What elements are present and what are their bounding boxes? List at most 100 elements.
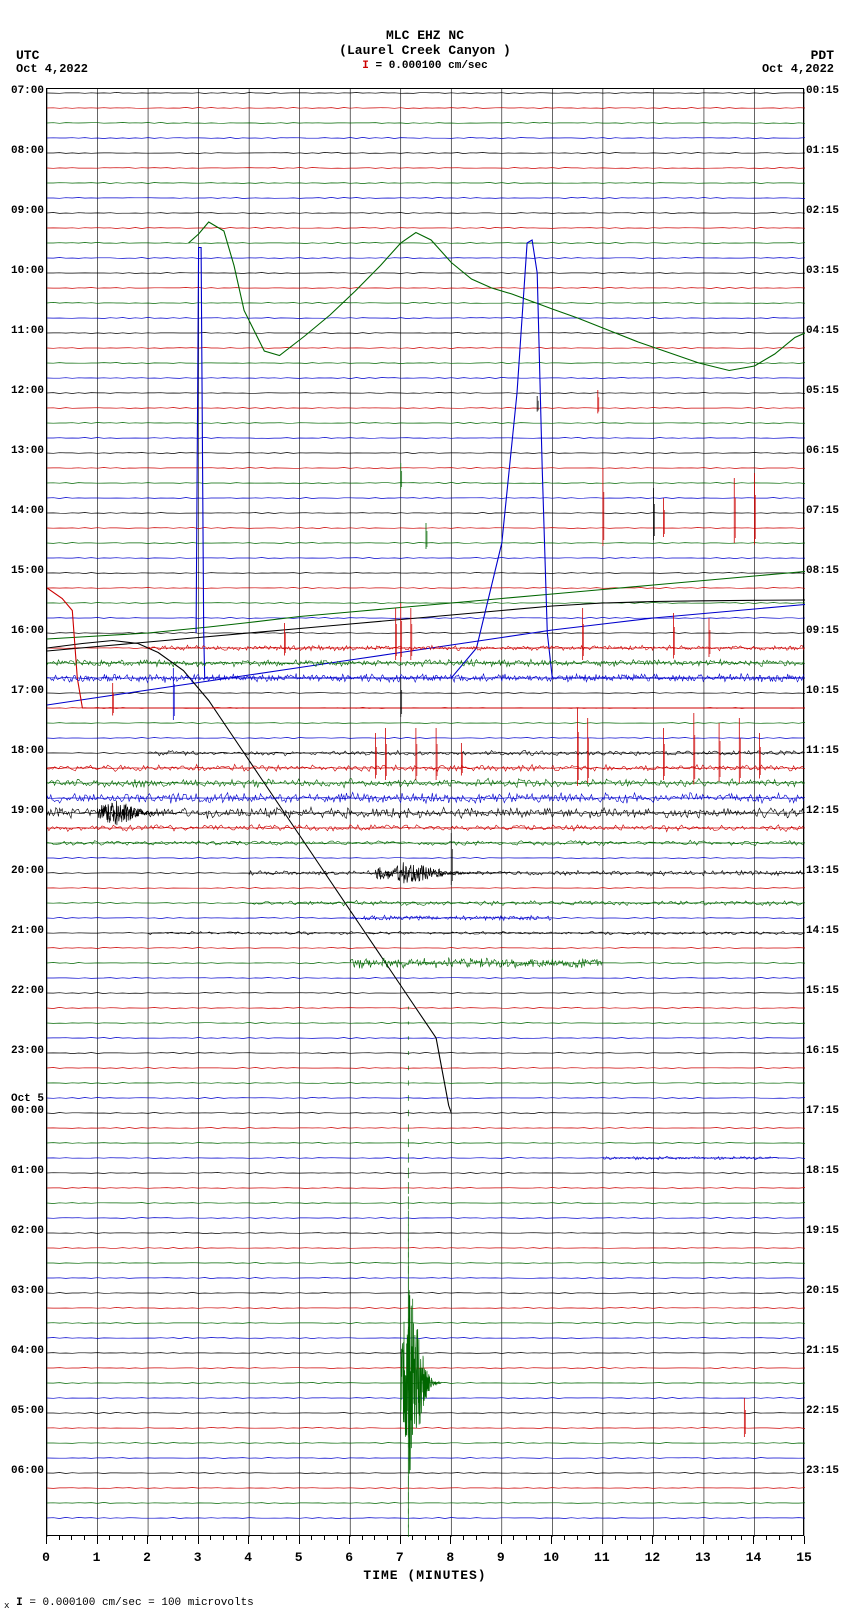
ytick-left: Oct 5: [0, 1093, 44, 1105]
xtick-minor-mark: [286, 1536, 287, 1540]
ytick-left: 15:00: [0, 565, 44, 577]
xtick-minor-mark: [615, 1536, 616, 1540]
xtick-minor-mark: [741, 1536, 742, 1540]
xtick: 10: [544, 1550, 560, 1565]
ytick-left: 14:00: [0, 505, 44, 517]
footnote: x I = 0.000100 cm/sec = 100 microvolts: [4, 1597, 254, 1611]
xtick-minor-mark: [690, 1536, 691, 1540]
xtick-minor-mark: [577, 1536, 578, 1540]
xtick-major-mark: [602, 1536, 603, 1544]
xtick: 11: [594, 1550, 610, 1565]
xtick: 7: [396, 1550, 404, 1565]
xtick: 14: [746, 1550, 762, 1565]
xtick-minor-mark: [387, 1536, 388, 1540]
ytick-left: 03:00: [0, 1285, 44, 1297]
ytick-left: 08:00: [0, 145, 44, 157]
ytick-right: 01:15: [806, 145, 850, 157]
xtick-minor-mark: [210, 1536, 211, 1540]
ytick-right: 03:15: [806, 265, 850, 277]
xtick-minor-mark: [665, 1536, 666, 1540]
xtick-minor-mark: [362, 1536, 363, 1540]
xtick-major-mark: [551, 1536, 552, 1544]
xtick: 3: [194, 1550, 202, 1565]
ytick-left: 04:00: [0, 1345, 44, 1357]
date-left: Oct 4,2022: [16, 62, 88, 76]
xtick-minor-mark: [412, 1536, 413, 1540]
xtick-minor-mark: [627, 1536, 628, 1540]
xtick-minor-mark: [463, 1536, 464, 1540]
ytick-right: 16:15: [806, 1045, 850, 1057]
xtick-minor-mark: [311, 1536, 312, 1540]
xtick-major-mark: [501, 1536, 502, 1544]
xtick-minor-mark: [324, 1536, 325, 1540]
ytick-right: 09:15: [806, 625, 850, 637]
xtick-minor-mark: [539, 1536, 540, 1540]
ytick-left: 21:00: [0, 925, 44, 937]
seismogram-container: MLC EHZ NC (Laurel Creek Canyon ) I = 0.…: [0, 0, 850, 1613]
xtick-major-mark: [652, 1536, 653, 1544]
ytick-left: 18:00: [0, 745, 44, 757]
xtick-minor-mark: [223, 1536, 224, 1540]
xtick-minor-mark: [526, 1536, 527, 1540]
xtick: 1: [93, 1550, 101, 1565]
ytick-right: 12:15: [806, 805, 850, 817]
ytick-right: 07:15: [806, 505, 850, 517]
xtick: 8: [446, 1550, 454, 1565]
xtick-minor-mark: [766, 1536, 767, 1540]
xtick-minor-mark: [791, 1536, 792, 1540]
tz-right-label: PDT: [811, 48, 834, 63]
xtick: 4: [244, 1550, 252, 1565]
ytick-left: 11:00: [0, 325, 44, 337]
xtick-minor-mark: [261, 1536, 262, 1540]
ytick-right: 05:15: [806, 385, 850, 397]
ytick-right: 23:15: [806, 1465, 850, 1477]
xtick-minor-mark: [779, 1536, 780, 1540]
ytick-left: 06:00: [0, 1465, 44, 1477]
xtick-minor-mark: [716, 1536, 717, 1540]
xtick-minor-mark: [728, 1536, 729, 1540]
ytick-right: 20:15: [806, 1285, 850, 1297]
tz-left-label: UTC: [16, 48, 39, 63]
ytick-left: 05:00: [0, 1405, 44, 1417]
xtick-minor-mark: [640, 1536, 641, 1540]
xaxis-label: TIME (MINUTES): [0, 1568, 850, 1583]
ytick-left: 01:00: [0, 1165, 44, 1177]
ytick-right: 13:15: [806, 865, 850, 877]
xtick-minor-mark: [438, 1536, 439, 1540]
ytick-left: 00:00: [0, 1105, 44, 1117]
station-code: MLC EHZ NC: [0, 28, 850, 43]
xtick-minor-mark: [425, 1536, 426, 1540]
xtick-minor-mark: [172, 1536, 173, 1540]
xtick-major-mark: [147, 1536, 148, 1544]
xtick-minor-mark: [337, 1536, 338, 1540]
xtick: 0: [42, 1550, 50, 1565]
xtick-minor-mark: [134, 1536, 135, 1540]
xtick: 2: [143, 1550, 151, 1565]
ytick-left: 13:00: [0, 445, 44, 457]
xtick-minor-mark: [122, 1536, 123, 1540]
scale-bar-icon: I: [362, 60, 369, 72]
xtick-major-mark: [804, 1536, 805, 1544]
scale-value: = 0.000100 cm/sec: [376, 60, 488, 72]
ytick-right: 10:15: [806, 685, 850, 697]
xtick-minor-mark: [236, 1536, 237, 1540]
xtick-major-mark: [450, 1536, 451, 1544]
xtick: 6: [345, 1550, 353, 1565]
ytick-right: 17:15: [806, 1105, 850, 1117]
ytick-right: 08:15: [806, 565, 850, 577]
ytick-left: 20:00: [0, 865, 44, 877]
xtick-minor-mark: [488, 1536, 489, 1540]
xtick: 13: [695, 1550, 711, 1565]
ytick-right: 22:15: [806, 1405, 850, 1417]
seismogram-svg: [47, 89, 805, 1537]
ytick-left: 17:00: [0, 685, 44, 697]
ytick-right: 15:15: [806, 985, 850, 997]
station-name: (Laurel Creek Canyon ): [0, 43, 850, 58]
xtick: 12: [645, 1550, 661, 1565]
scale-legend: I = 0.000100 cm/sec: [0, 60, 850, 72]
xtick: 15: [796, 1550, 812, 1565]
xtick-minor-mark: [589, 1536, 590, 1540]
xtick-major-mark: [46, 1536, 47, 1544]
xtick-minor-mark: [513, 1536, 514, 1540]
xtick-minor-mark: [84, 1536, 85, 1540]
